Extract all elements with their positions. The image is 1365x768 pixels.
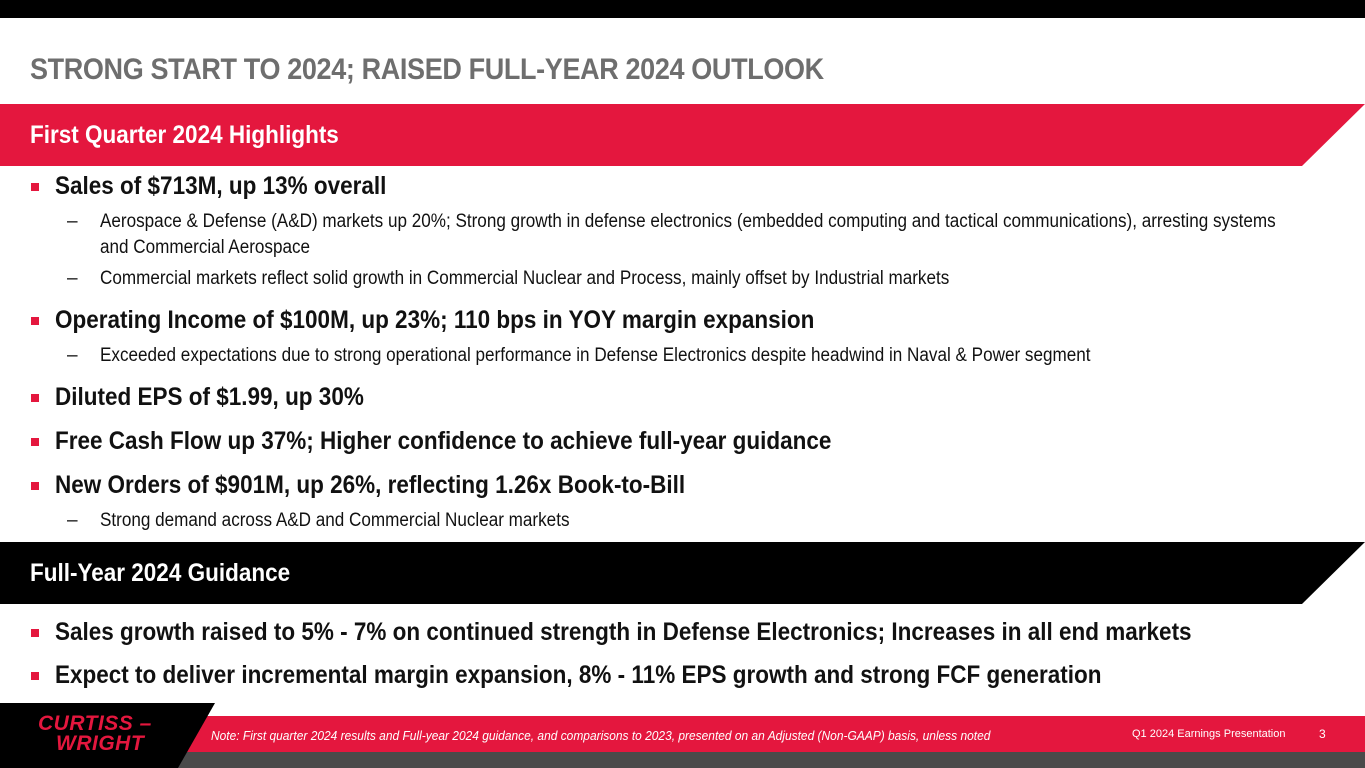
presentation-name: Q1 2024 Earnings Presentation <box>1132 728 1286 740</box>
bullet-square-icon <box>31 317 39 325</box>
curtiss-wright-logo: CURTISS – WRIGHT <box>38 712 178 755</box>
guidance-list: Sales growth raised to 5% - 7% on contin… <box>30 618 1320 691</box>
footer-bar <box>0 716 1365 752</box>
sub-item: – Aerospace & Defense (A&D) markets up 2… <box>30 209 1320 261</box>
highlight-sales: Sales of $713M, up 13% overall <box>30 172 1320 202</box>
highlight-text: Operating Income of $100M, up 23%; 110 b… <box>55 306 815 334</box>
guidance-heading: Full-Year 2024 Guidance <box>30 559 291 587</box>
sub-item-text: Strong demand across A&D and Commercial … <box>100 510 570 531</box>
guidance-text: Expect to deliver incremental margin exp… <box>55 661 1102 689</box>
highlight-text: New Orders of $901M, up 26%, reflecting … <box>55 471 686 499</box>
guidance-sales-growth: Sales growth raised to 5% - 7% on contin… <box>30 618 1320 648</box>
highlight-text: Diluted EPS of $1.99, up 30% <box>55 383 364 411</box>
highlights-banner: First Quarter 2024 Highlights <box>0 104 1365 166</box>
bullet-square-icon <box>31 672 39 680</box>
sub-item-text: Exceeded expectations due to strong oper… <box>100 345 1091 366</box>
sub-item: – Commercial markets reflect solid growt… <box>30 266 1320 292</box>
sub-item-text: Commercial markets reflect solid growth … <box>100 268 950 289</box>
highlight-new-orders: New Orders of $901M, up 26%, reflecting … <box>30 471 1320 501</box>
dash-bullet-icon: – <box>67 345 78 366</box>
page-number: 3 <box>1319 727 1326 741</box>
dash-bullet-icon: – <box>67 268 78 289</box>
bullet-square-icon <box>31 482 39 490</box>
highlight-free-cash-flow: Free Cash Flow up 37%; Higher confidence… <box>30 427 1320 457</box>
bullet-square-icon <box>31 183 39 191</box>
guidance-text: Sales growth raised to 5% - 7% on contin… <box>55 618 1192 646</box>
dash-bullet-icon: – <box>67 510 78 531</box>
top-bar <box>0 0 1365 18</box>
sub-item: – Strong demand across A&D and Commercia… <box>30 508 1320 534</box>
slide-title: STRONG START TO 2024; RAISED FULL-YEAR 2… <box>30 53 824 86</box>
bullet-square-icon <box>31 629 39 637</box>
highlight-text: Free Cash Flow up 37%; Higher confidence… <box>55 427 832 455</box>
highlight-text: Sales of $713M, up 13% overall <box>55 172 387 200</box>
bullet-square-icon <box>31 438 39 446</box>
highlights-heading: First Quarter 2024 Highlights <box>30 121 339 149</box>
sub-item: – Exceeded expectations due to strong op… <box>30 343 1320 369</box>
guidance-banner: Full-Year 2024 Guidance <box>0 542 1365 604</box>
guidance-margin-eps: Expect to deliver incremental margin exp… <box>30 661 1320 691</box>
sub-item-text: Aerospace & Defense (A&D) markets up 20%… <box>100 211 1276 258</box>
footer-bottom-strip <box>0 752 1365 768</box>
bullet-square-icon <box>31 394 39 402</box>
footer-note: Note: First quarter 2024 results and Ful… <box>211 728 991 743</box>
logo-line-1: CURTISS – <box>38 712 152 735</box>
highlight-eps: Diluted EPS of $1.99, up 30% <box>30 383 1320 413</box>
logo-background <box>0 703 215 768</box>
highlights-list: Sales of $713M, up 13% overall – Aerospa… <box>30 172 1320 534</box>
highlight-operating-income: Operating Income of $100M, up 23%; 110 b… <box>30 306 1320 336</box>
dash-bullet-icon: – <box>67 211 78 232</box>
logo-line-2: WRIGHT <box>56 732 145 755</box>
